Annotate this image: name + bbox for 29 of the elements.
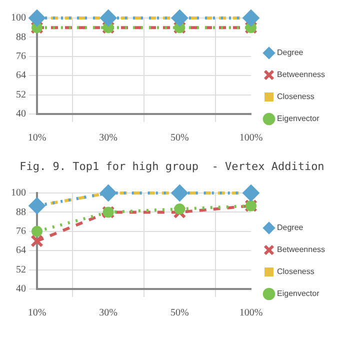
legend-label: Eigenvector: [277, 114, 320, 124]
legend-label: Closeness: [277, 92, 314, 102]
y-tick-label: 64: [16, 70, 26, 82]
x-tick-label: 30%: [99, 308, 118, 319]
x-tick-label: 10%: [28, 132, 46, 144]
x-tick-label: 100%: [239, 308, 263, 319]
y-tick-label: 40: [16, 108, 26, 120]
y-tick-label: 100: [11, 188, 26, 199]
caption: Fig. 9. Top1 for high group - Vertex Addition: [18, 159, 326, 175]
x-tick-label: 30%: [99, 132, 118, 144]
y-tick-label: 64: [16, 245, 26, 256]
y-tick-label: 88: [16, 32, 26, 43]
y-tick-label: 52: [16, 264, 26, 276]
x-tick-label: 50%: [170, 132, 189, 144]
legend-label: Eigenvector: [277, 289, 320, 298]
y-tick-label: 88: [16, 206, 26, 218]
legend-label: Degree: [277, 48, 304, 58]
x-tick-label: 10%: [28, 308, 46, 319]
y-tick-label: 76: [16, 51, 26, 62]
legend-label: Closeness: [277, 267, 314, 276]
y-tick-label: 100: [11, 12, 26, 24]
legend-label: Degree: [277, 223, 304, 232]
x-tick-label: 50%: [170, 308, 189, 319]
y-tick-label: 52: [16, 89, 26, 100]
legend-label: Betweenness: [277, 70, 326, 80]
y-tick-label: 40: [16, 284, 26, 295]
legend-label: Betweenness: [277, 245, 326, 254]
y-tick-label: 76: [16, 226, 26, 238]
x-tick-label: 100%: [239, 132, 263, 144]
